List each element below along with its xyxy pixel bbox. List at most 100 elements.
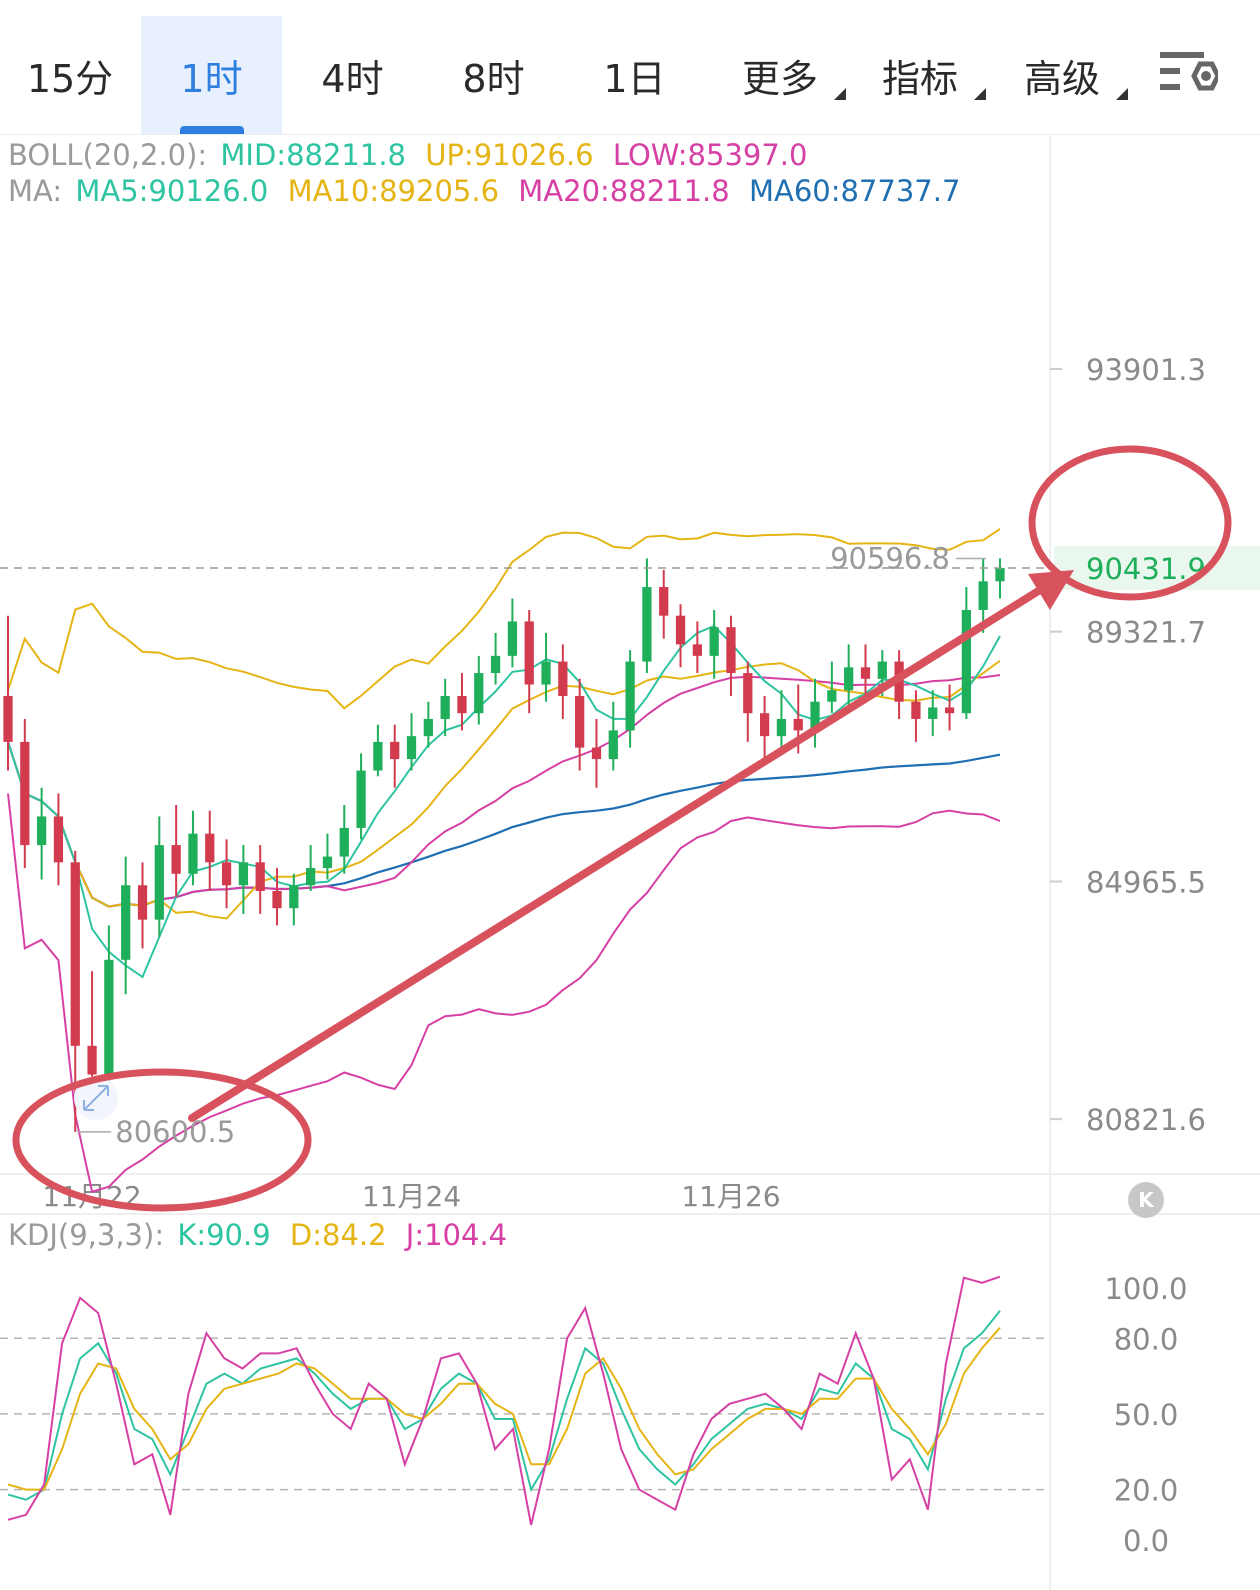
candle-body	[659, 587, 669, 616]
candle-body	[793, 718, 803, 731]
kdj-y-tick-label: 0.0	[1123, 1524, 1169, 1558]
kdj-y-tick-label: 20.0	[1114, 1474, 1179, 1508]
interval-tab-bar: 15分 1时 4时 8时 1日 更多 指标 高级	[0, 0, 1260, 135]
candle-body	[877, 661, 887, 679]
dropdown-corner-icon	[974, 88, 986, 100]
tab-label: 15分	[26, 56, 114, 101]
candle-body	[961, 609, 971, 714]
y-tick-label: 89321.7	[1086, 616, 1206, 650]
candle-body	[238, 862, 249, 886]
kdj-y-tick-label: 50.0	[1114, 1398, 1179, 1432]
annotation-arrow-shaft	[188, 586, 1044, 1122]
boll-low: LOW:85397.0	[612, 138, 808, 172]
candle-body	[137, 885, 148, 920]
candle-body	[104, 959, 114, 1075]
candle-body	[709, 627, 719, 656]
tab-indicators-dropdown[interactable]: 指标	[858, 16, 986, 134]
y-tick-label: 80821.6	[1086, 1103, 1206, 1137]
candle-body	[221, 862, 232, 886]
kdj-y-tick-label: 100.0	[1104, 1272, 1187, 1306]
candle-body	[625, 661, 635, 731]
candle-body	[356, 770, 366, 828]
last-price-bg	[1054, 546, 1260, 591]
candle-body	[37, 816, 47, 846]
candle-body	[306, 868, 316, 886]
candle-body	[827, 690, 837, 702]
kdj-d-value: D:84.2	[289, 1218, 387, 1252]
candle-body	[3, 696, 13, 742]
candle-body	[575, 696, 585, 748]
tab-more-dropdown[interactable]: 更多	[718, 16, 846, 134]
candle-body	[928, 707, 938, 719]
kdj-prefix: KDJ(9,3,3):	[8, 1218, 165, 1252]
tab-advanced-dropdown[interactable]: 高级	[1000, 16, 1128, 134]
x-tick-label: 11月26	[681, 1180, 780, 1213]
kdj-d-line	[7, 1327, 1001, 1491]
dropdown-corner-icon	[1116, 88, 1128, 100]
candle-body	[272, 890, 282, 909]
annotation-circle-low	[12, 1068, 312, 1212]
candle-body	[474, 673, 484, 714]
tab-label: 高级	[1023, 56, 1100, 101]
candle-body	[339, 827, 349, 857]
candle-body	[20, 741, 30, 846]
candle-body	[642, 587, 652, 662]
collapse-indicator-button[interactable]: K	[1128, 1182, 1164, 1218]
candle-body	[558, 661, 568, 696]
candle-body	[70, 862, 80, 1046]
ma-prefix: MA:	[8, 174, 63, 208]
candle-body	[844, 667, 854, 691]
lowest-price-label: 80600.5	[115, 1115, 235, 1149]
y-tick-label: 84965.5	[1086, 865, 1206, 899]
candle-body	[188, 833, 198, 874]
boll-upper-line	[7, 528, 1001, 710]
candle-body	[692, 644, 702, 656]
candle-body	[423, 718, 433, 737]
candle-body	[457, 696, 467, 714]
candle-body	[911, 701, 921, 719]
ma20-line	[7, 674, 1001, 908]
candle-body	[591, 747, 602, 760]
candle-body	[255, 862, 265, 891]
candle-body	[995, 568, 1005, 582]
candle-body	[87, 1045, 97, 1075]
ma10-line	[7, 659, 1001, 920]
tab-15m[interactable]: 15分	[0, 16, 140, 134]
tab-4h[interactable]: 4时	[282, 16, 423, 134]
tab-1d[interactable]: 1日	[564, 16, 705, 134]
candle-body	[759, 713, 770, 737]
boll-mid: MID:88211.8	[220, 138, 406, 172]
kdj-j-line	[7, 1275, 1001, 1526]
ma5-value: MA5:90126.0	[75, 174, 269, 208]
dropdown-corner-icon	[834, 88, 846, 100]
kdj-legend: KDJ(9,3,3): K:90.9 D:84.2 J:104.4	[8, 1218, 517, 1252]
ma-legend: MA: MA5:90126.0 MA10:89205.6 MA20:88211.…	[8, 174, 970, 208]
tab-label: 1时	[180, 56, 243, 101]
boll-legend: BOLL(20,2.0): MID:88211.8 UP:91026.6 LOW…	[8, 138, 817, 172]
candle-body	[205, 833, 215, 863]
candle-body	[154, 845, 164, 920]
candle-body	[776, 718, 787, 737]
ma60-value: MA60:87737.7	[748, 174, 961, 208]
tab-1h[interactable]: 1时	[141, 16, 282, 134]
ma10-value: MA10:89205.6	[287, 174, 500, 208]
tab-label: 更多	[741, 56, 818, 101]
chart-settings-icon[interactable]	[1158, 48, 1221, 104]
expand-icon	[83, 1085, 109, 1111]
candle-body	[390, 741, 400, 760]
highest-price-label: 90596.8	[830, 542, 950, 576]
ma20-value: MA20:88211.8	[518, 174, 730, 208]
candle-body	[373, 741, 383, 771]
candle-body	[860, 667, 871, 679]
candle-body	[608, 730, 618, 760]
candle-body	[440, 696, 450, 719]
boll-prefix: BOLL(20,2.0):	[8, 138, 208, 172]
y-tick-label: 93901.3	[1086, 353, 1206, 387]
kdj-k-value: K:90.9	[177, 1218, 271, 1252]
tab-8h[interactable]: 8时	[423, 16, 564, 134]
candle-body	[171, 845, 181, 874]
kdj-k-line	[7, 1310, 1001, 1501]
candle-body	[490, 655, 501, 674]
candle-body	[726, 627, 736, 674]
